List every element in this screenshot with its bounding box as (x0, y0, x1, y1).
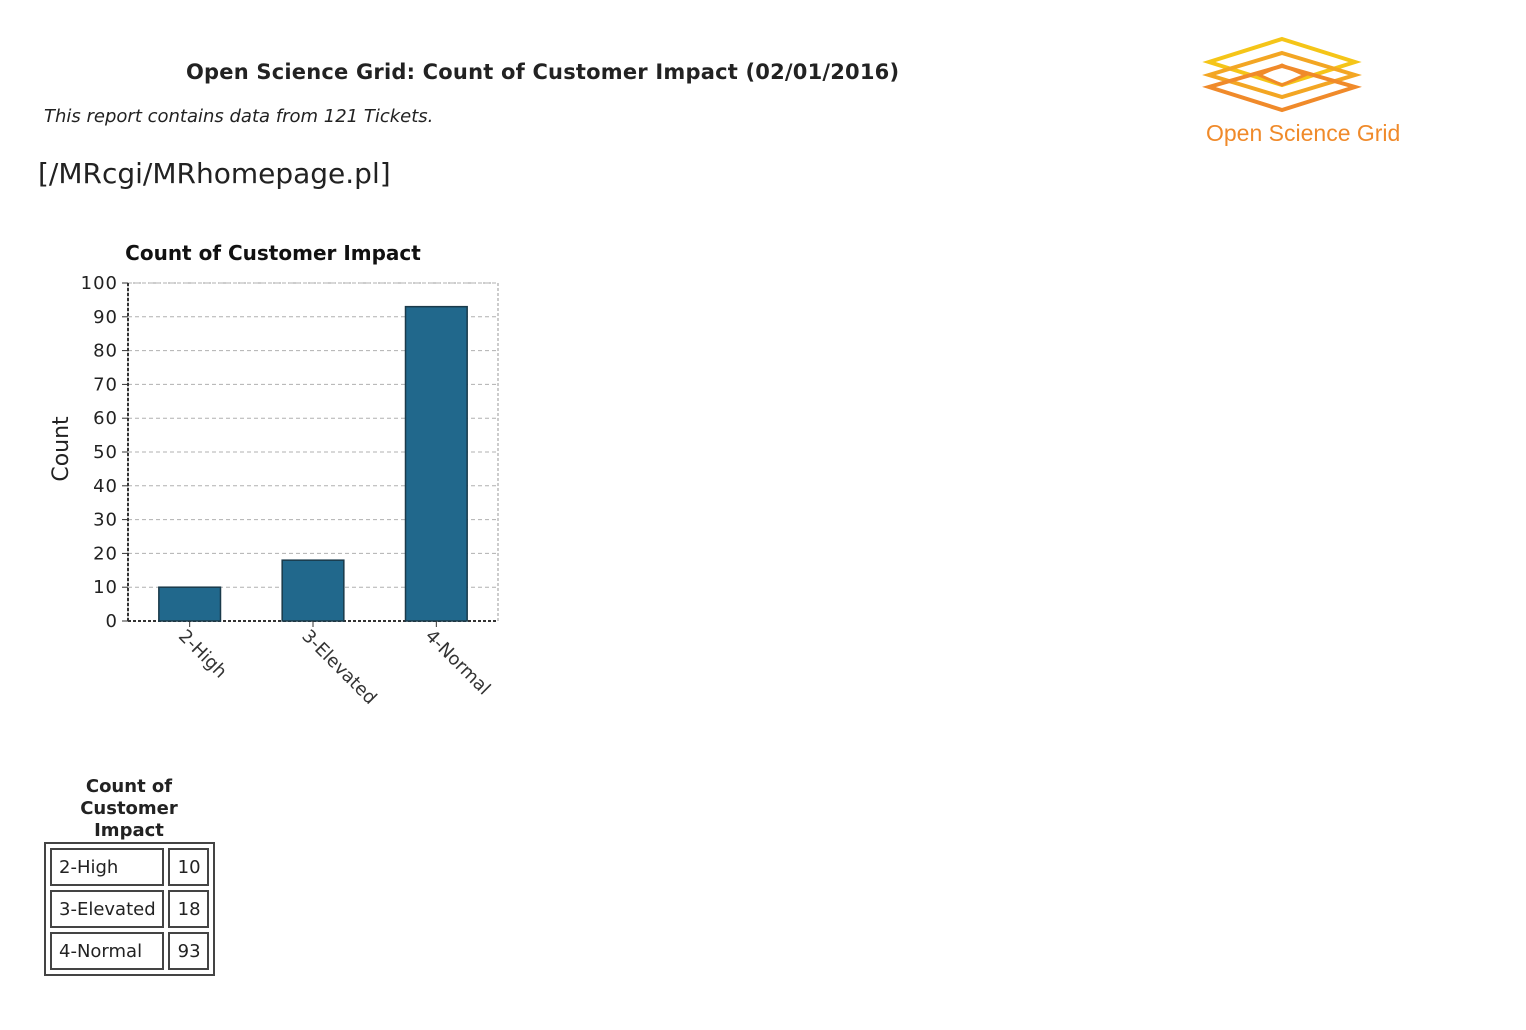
y-tick-label: 40 (93, 476, 118, 497)
table-cell-label: 4-Normal (50, 932, 164, 970)
y-tick-label: 10 (93, 577, 118, 598)
x-tick-label: 2-High (174, 626, 231, 683)
y-tick-label: 100 (81, 273, 118, 294)
customer-impact-bar-chart: Count of Customer Impact 0 10 20 30 40 50 60 70 8… (49, 241, 499, 709)
bar-3-elevated (281, 559, 345, 622)
y-tick-label: 0 (106, 611, 118, 632)
y-tick-label: 80 (93, 341, 118, 362)
table-cell-label: 3-Elevated (50, 890, 164, 928)
chart-title: Count of Customer Impact (125, 241, 421, 265)
table-cell-label: 2-High (50, 848, 164, 886)
osg-layers-icon (1202, 36, 1362, 113)
table-row: 4-Normal 93 (50, 932, 209, 970)
customer-impact-table: 2-High 10 3-Elevated 18 4-Normal 93 (44, 842, 215, 976)
y-axis-label: Count (49, 416, 74, 482)
table-cell-value: 93 (167, 932, 209, 970)
bar-2-high (158, 586, 222, 622)
logo-text: Open Science Grid (1206, 120, 1401, 146)
home-link[interactable]: [/MRcgi/MRhomepage.pl] (38, 157, 391, 190)
y-tick-label: 20 (93, 543, 118, 564)
x-tick-label: 4-Normal (421, 626, 495, 700)
y-tick-label: 90 (93, 307, 118, 328)
y-tick-label: 50 (93, 442, 118, 463)
report-subtitle: This report contains data from 121 Ticke… (44, 106, 434, 127)
table-row: 2-High 10 (50, 848, 209, 886)
table-row: 3-Elevated 18 (50, 890, 209, 928)
y-tick-label: 60 (93, 408, 118, 429)
x-tick-label: 3-Elevated (297, 626, 380, 709)
y-tick-label: 70 (93, 374, 118, 395)
y-tick-label: 30 (93, 510, 118, 531)
table-cell-value: 18 (167, 890, 209, 928)
table-cell-value: 10 (167, 848, 209, 886)
report-title: Open Science Grid: Count of Customer Imp… (186, 60, 900, 84)
table-caption: Count of Customer Impact (80, 776, 178, 841)
open-science-grid-logo: Open Science Grid (1200, 34, 1430, 154)
bar-4-normal (404, 305, 468, 622)
